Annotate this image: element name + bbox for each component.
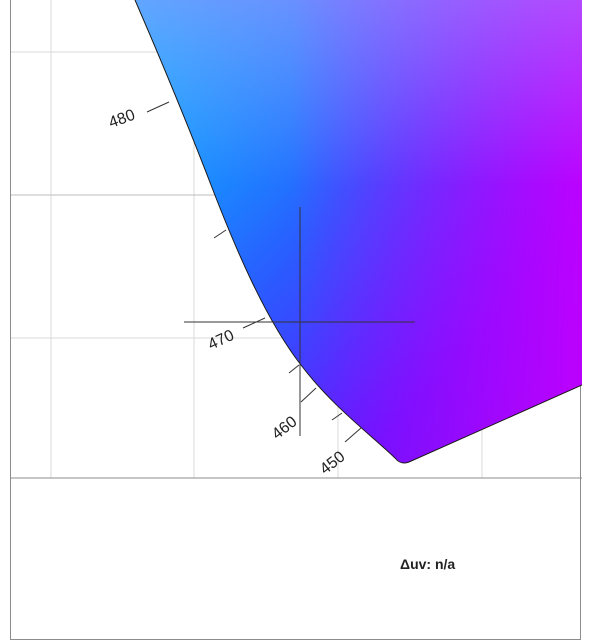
wavelength-label-460: 460 <box>269 413 301 443</box>
wavelength-ticks <box>146 101 362 443</box>
tick-480 <box>146 101 170 113</box>
delta-uv-readout: Δuv: n/a <box>400 556 456 572</box>
tick-465 <box>288 364 300 374</box>
tick-455 <box>331 412 343 421</box>
wavelength-label-450: 450 <box>317 448 349 478</box>
chromaticity-plot[interactable]: 480 470 460 450 <box>11 0 582 640</box>
wavelength-label-470: 470 <box>206 327 237 354</box>
spectral-locus-line <box>134 0 582 464</box>
tick-450 <box>344 427 362 443</box>
chromaticity-diagram-frame: 480 470 460 450 Δuv: n/a <box>10 0 582 640</box>
gamut-region-top-overlay <box>135 0 582 463</box>
tick-475 <box>213 229 227 239</box>
tick-460 <box>300 387 317 403</box>
wavelength-label-480: 480 <box>107 107 138 132</box>
spectral-gamut <box>134 0 582 464</box>
tick-470 <box>242 317 266 329</box>
crosshair <box>184 207 415 436</box>
